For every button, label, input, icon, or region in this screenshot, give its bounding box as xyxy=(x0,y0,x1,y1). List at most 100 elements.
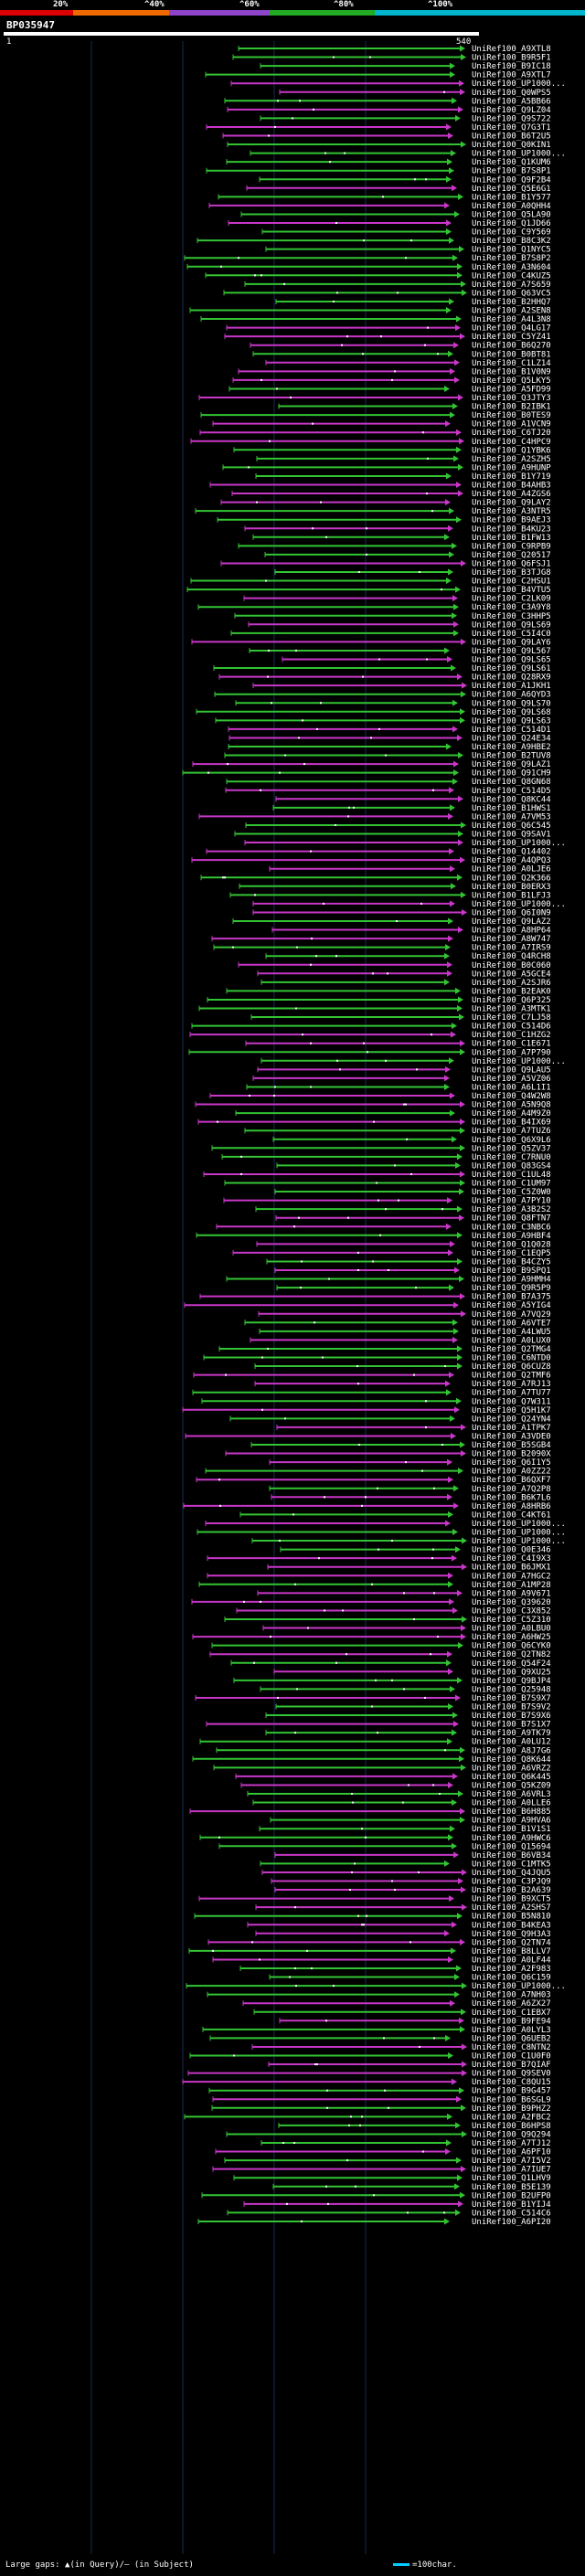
hit-row[interactable]: UniRef100_B2A639 xyxy=(274,1886,551,1895)
hit-row[interactable]: UniRef100_Q9LS68 xyxy=(196,708,551,717)
hit-label[interactable]: UniRef100_A2SEN8 xyxy=(472,307,551,316)
hit-row[interactable]: UniRef100_C514D5 xyxy=(225,787,551,796)
hit-row[interactable]: UniRef100_Q9LAY2 xyxy=(220,499,551,508)
hit-row[interactable]: UniRef100_B4KU23 xyxy=(244,525,551,534)
hit-label[interactable]: UniRef100_C5Z0W0 xyxy=(472,1188,551,1197)
hit-label[interactable]: UniRef100_UP1000... xyxy=(472,80,566,89)
hit-label[interactable]: UniRef100_C4KUZ5 xyxy=(472,271,551,281)
hit-row[interactable]: UniRef100_B7S1X7 xyxy=(206,1721,551,1730)
hit-label[interactable]: UniRef100_C5YZ41 xyxy=(472,333,551,342)
hit-row[interactable]: UniRef100_A3B2S2 xyxy=(255,1205,551,1214)
hit-row[interactable]: UniRef100_Q9Q294 xyxy=(226,2130,551,2139)
hit-row[interactable]: UniRef100_C1MTK5 xyxy=(260,1860,551,1869)
hit-row[interactable]: UniRef100_Q6CYK0 xyxy=(211,1642,551,1651)
hit-row[interactable]: UniRef100_Q1Q028 xyxy=(256,1240,551,1249)
hit-row[interactable]: UniRef100_A5BB66 xyxy=(224,97,551,106)
hit-label[interactable]: UniRef100_A8HP64 xyxy=(472,927,551,936)
hit-label[interactable]: UniRef100_B9G457 xyxy=(472,2087,551,2096)
hit-row[interactable]: UniRef100_B9AEJ3 xyxy=(217,516,551,525)
hit-row[interactable]: UniRef100_Q25948 xyxy=(260,1685,551,1694)
hit-row[interactable]: UniRef100_A9HUNP xyxy=(222,463,551,472)
hit-label[interactable]: UniRef100_Q5KZ09 xyxy=(472,1781,551,1790)
hit-label[interactable]: UniRef100_Q9F2B4 xyxy=(472,175,551,185)
hit-label[interactable]: UniRef100_A7RJ13 xyxy=(472,1380,551,1389)
hit-label[interactable]: UniRef100_Q4RCH8 xyxy=(472,952,551,961)
hit-label[interactable]: UniRef100_A4ZGS6 xyxy=(472,490,551,499)
hit-row[interactable]: UniRef100_Q0E346 xyxy=(280,1546,551,1555)
hit-label[interactable]: UniRef100_B7A375 xyxy=(472,1293,551,1302)
hit-row[interactable]: UniRef100_A4LWU5 xyxy=(259,1328,551,1337)
hit-row[interactable]: UniRef100_Q9LZ04 xyxy=(227,106,551,115)
hit-row[interactable]: UniRef100_Q0WPS5 xyxy=(279,89,551,98)
hit-row[interactable]: UniRef100_A7PY10 xyxy=(223,1197,551,1206)
hit-label[interactable]: UniRef100_C514D1 xyxy=(472,726,551,735)
hit-row[interactable]: UniRef100_A7IRS9 xyxy=(213,944,551,953)
hit-row[interactable]: UniRef100_Q1JD66 xyxy=(228,219,551,228)
hit-row[interactable]: UniRef100_B6T2U5 xyxy=(222,133,551,142)
hit-row[interactable]: UniRef100_Q9LAZ1 xyxy=(192,760,551,769)
hit-label[interactable]: UniRef100_Q9R5P9 xyxy=(472,1284,551,1293)
hit-label[interactable]: UniRef100_A0LU12 xyxy=(472,1738,551,1747)
hit-row[interactable]: UniRef100_Q8FTN7 xyxy=(275,1214,551,1224)
hit-row[interactable]: UniRef100_B8LLV7 xyxy=(188,1947,551,1956)
hit-row[interactable]: UniRef100_A6HW25 xyxy=(192,1633,551,1642)
hit-row[interactable]: UniRef100_C3NBC6 xyxy=(216,1223,551,1232)
hit-label[interactable]: UniRef100_B6VB34 xyxy=(472,1851,551,1860)
hit-row[interactable]: UniRef100_A8HP64 xyxy=(271,927,551,936)
hit-label[interactable]: UniRef100_B1LFJ3 xyxy=(472,891,551,900)
hit-label[interactable]: UniRef100_A9HBE2 xyxy=(472,743,551,752)
hit-label[interactable]: UniRef100_Q2K366 xyxy=(472,874,551,883)
hit-label[interactable]: UniRef100_Q8FTN7 xyxy=(472,1214,551,1224)
hit-label[interactable]: UniRef100_C514D6 xyxy=(472,1023,551,1032)
hit-row[interactable]: UniRef100_Q9H3A3 xyxy=(255,1930,551,1939)
hit-label[interactable]: UniRef100_B9IC18 xyxy=(472,62,551,71)
hit-row[interactable]: UniRef100_Q9SEV0 xyxy=(187,2070,551,2079)
hit-row[interactable]: UniRef100_B2UFP0 xyxy=(201,2191,551,2200)
hit-label[interactable]: UniRef100_B6Q270 xyxy=(472,342,551,351)
hit-row[interactable]: UniRef100_Q6UEB2 xyxy=(209,2034,551,2043)
hit-row[interactable]: UniRef100_A5N9Q8 xyxy=(195,1101,551,1110)
hit-label[interactable]: UniRef100_A5FD99 xyxy=(472,385,551,394)
hit-row[interactable]: UniRef100_B9IC18 xyxy=(260,62,551,71)
hit-row[interactable]: UniRef100_A2SHS7 xyxy=(255,1903,551,1913)
hit-label[interactable]: UniRef100_Q5LKY5 xyxy=(472,376,551,386)
hit-row[interactable]: UniRef100_A6QYD3 xyxy=(214,691,551,700)
hit-row[interactable]: UniRef100_A4M9Z0 xyxy=(235,1109,551,1118)
hit-row[interactable]: UniRef100_A3VDE0 xyxy=(185,1432,551,1441)
hit-row[interactable]: UniRef100_B5N810 xyxy=(194,1913,551,1922)
hit-label[interactable]: UniRef100_UP1000... xyxy=(472,1057,566,1066)
hit-label[interactable]: UniRef100_A5GCE4 xyxy=(472,970,551,979)
hit-label[interactable]: UniRef100_Q2TN82 xyxy=(472,1650,551,1659)
hit-row[interactable]: UniRef100_Q4LG17 xyxy=(226,324,551,334)
hit-row[interactable]: UniRef100_UP1000... xyxy=(244,839,566,848)
hit-row[interactable]: UniRef100_UP1000... xyxy=(261,1057,566,1066)
hit-label[interactable]: UniRef100_A7I5V2 xyxy=(472,2157,551,2166)
hit-row[interactable]: UniRef100_UP1000... xyxy=(186,1982,566,1991)
hit-label[interactable]: UniRef100_C1E671 xyxy=(472,1040,551,1049)
hit-label[interactable]: UniRef100_C4KT61 xyxy=(472,1511,551,1520)
hit-label[interactable]: UniRef100_B6QXF7 xyxy=(472,1476,551,1485)
hit-label[interactable]: UniRef100_B7S8P2 xyxy=(472,254,551,263)
hit-label[interactable]: UniRef100_B9FE94 xyxy=(472,2017,551,2026)
hit-label[interactable]: UniRef100_Q1YBK6 xyxy=(472,446,551,455)
hit-label[interactable]: UniRef100_B2UFP0 xyxy=(472,2191,551,2200)
hit-row[interactable]: UniRef100_C1HZG2 xyxy=(189,1031,551,1040)
hit-label[interactable]: UniRef100_A6VRL3 xyxy=(472,1790,551,1799)
hit-row[interactable]: UniRef100_B4AHB3 xyxy=(209,482,551,491)
hit-label[interactable]: UniRef100_C1U0F0 xyxy=(472,2052,551,2062)
hit-label[interactable]: UniRef100_B8LLV7 xyxy=(472,1947,551,1956)
hit-row[interactable]: UniRef100_C7LJ58 xyxy=(250,1013,551,1023)
hit-row[interactable]: UniRef100_B6HPS8 xyxy=(278,2122,551,2131)
hit-label[interactable]: UniRef100_B0BT81 xyxy=(472,350,551,359)
hit-row[interactable]: UniRef100_C7RNU0 xyxy=(221,1153,551,1162)
hit-label[interactable]: UniRef100_Q9LS63 xyxy=(472,716,551,726)
hit-row[interactable]: UniRef100_B7A375 xyxy=(199,1293,551,1302)
hit-row[interactable]: UniRef100_C1E671 xyxy=(245,1040,551,1049)
hit-label[interactable]: UniRef100_A1MP28 xyxy=(472,1581,551,1590)
hit-label[interactable]: UniRef100_A9V671 xyxy=(472,1589,551,1598)
hit-label[interactable]: UniRef100_C2HSU1 xyxy=(472,578,551,587)
hit-row[interactable]: UniRef100_A5YIG4 xyxy=(184,1301,551,1310)
hit-row[interactable]: UniRef100_A8HRB6 xyxy=(183,1502,551,1511)
hit-row[interactable]: UniRef100_A7Q2P8 xyxy=(269,1485,551,1494)
hit-label[interactable]: UniRef100_C8NTN2 xyxy=(472,2043,551,2052)
